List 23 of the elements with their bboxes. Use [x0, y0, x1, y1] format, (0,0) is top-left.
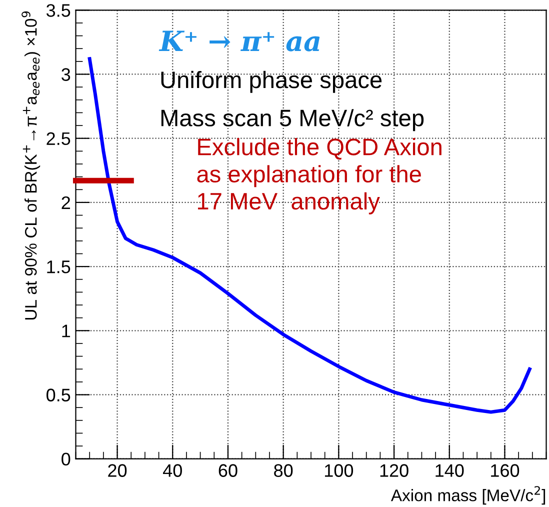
line-series: [88, 57, 532, 414]
x-tick-label: 140: [436, 464, 464, 477]
y-tick-label: 1.5: [47, 260, 70, 274]
x-tick-label: 100: [325, 464, 354, 477]
annotation: Mass scan 5 MeV/c² step: [161, 109, 424, 132]
text: UL at 90% CL of BR(K$^{+}$→π$^{+}$a$_{ee}$a$_{ee}$) ×10$^{9}$: [22, 11, 40, 320]
annotation: Uniform phase space: [161, 70, 382, 93]
x-tick-label: 80: [274, 464, 293, 477]
y-tick-label: 0.5: [46, 388, 70, 402]
annotation: K⁺ → π⁺ aa: [158, 30, 320, 52]
y-tick-label: 1: [62, 324, 70, 338]
x-tick-label: 60: [218, 464, 238, 477]
x-tick-label: 120: [380, 464, 408, 477]
y-tick-label: 3: [62, 68, 70, 81]
x-tick-label: 40: [163, 464, 182, 477]
x-tick-label: 20: [108, 464, 127, 477]
annotation: Exclude the QCD Axion as explanation for the 17 MeV anomaly: [197, 138, 442, 214]
y-tick-label: 2: [62, 196, 70, 209]
y-tick-label: 2.5: [46, 132, 70, 146]
x-axis-title: Axion mass [MeV/c$^{2}$]: [390, 486, 546, 505]
y-tick-label: 3.5: [46, 4, 70, 17]
y-tick-label: 0: [62, 452, 70, 466]
x-tick-label: 160: [491, 464, 520, 477]
